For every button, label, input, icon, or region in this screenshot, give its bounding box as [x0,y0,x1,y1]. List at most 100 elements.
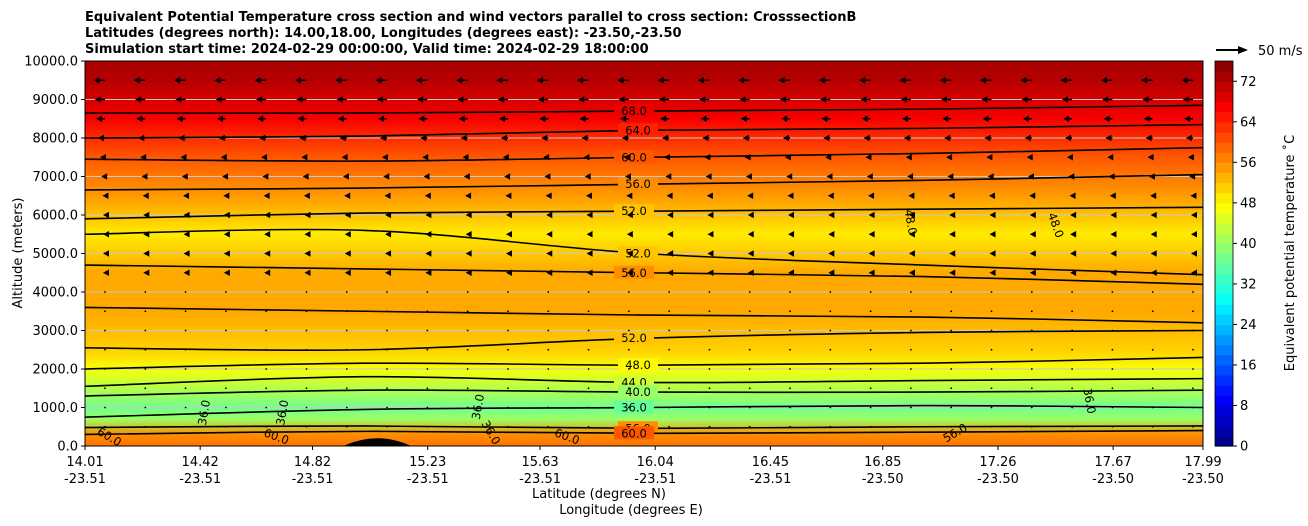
wind-vector-calm [1151,425,1154,428]
wind-vector [465,250,472,257]
wind-vector-calm [184,368,187,370]
wind-vector-head [385,269,392,276]
wind-vector-head [301,154,308,161]
wind-vector-calm [627,406,630,409]
wind-vector-calm [1030,348,1033,351]
wind-vector-head [337,115,344,122]
wind-vector-head [1029,211,1036,219]
wind-vector-head [702,134,709,142]
contour-label-backdrop [614,265,654,279]
wind-vector [304,269,311,276]
wind-vector [174,77,186,84]
y-tick-label: 9000.0 [33,93,79,108]
wind-vector-calm [426,387,429,390]
wind-vector [264,269,271,276]
wind-vector-calm [184,387,187,390]
wind-vector [989,211,996,219]
chart-title-line-1: Equivalent Potential Temperature cross s… [85,10,856,25]
wind-vector-head [1145,134,1152,142]
wind-vector-calm [144,406,147,409]
x-tick-label-latitude: 16.45 [752,455,789,470]
wind-vector-head [1185,134,1192,142]
wind-vector-head [425,269,432,276]
wind-vector-head [384,192,391,199]
wind-vector [1020,77,1032,84]
wind-vector [264,211,271,219]
y-tick-label: 2000.0 [33,363,79,378]
wind-vector-calm [829,425,832,428]
wind-vector-head [947,173,954,180]
colorbar-band [1215,354,1233,366]
wind-vector [143,211,150,219]
wind-vector-calm [1071,387,1074,390]
wind-vector-calm [627,348,630,351]
wind-vector-calm [345,291,348,293]
wind-vector [339,134,347,142]
wind-vector [946,154,953,161]
contour-label: 60.0 [621,426,647,440]
wind-vector-head [939,77,946,84]
wind-vector-calm [587,368,590,370]
wind-vector-head [1063,115,1070,122]
wind-vector-head [424,192,431,199]
wind-vector-head [861,115,868,122]
contour-label-backdrop [614,400,654,414]
wind-vector-calm [708,425,711,428]
wind-vector-head [986,154,993,161]
wind-vector-head [1102,96,1109,103]
wind-vector [183,250,190,257]
colorbar-band [1215,314,1233,326]
wind-vector-head [1061,96,1068,103]
wind-vector-head [742,134,749,142]
wind-vector-calm [507,406,509,409]
wind-vector-calm [950,348,953,351]
y-axis: 0.0 1000.0 2000.0 3000.0 4000.0 5000.0 6000.0 7… [24,55,85,455]
wind-vector [1070,269,1077,276]
wind-vector [1103,115,1113,122]
wind-vector-head [546,250,553,257]
wind-vector [103,269,109,276]
wind-vector-head [465,192,472,199]
x-tick-label-latitude: 14.82 [294,455,331,470]
wind-vector [1029,211,1036,219]
contour-label-backdrop [614,331,654,345]
wind-vector [618,96,629,103]
wind-vector-head [255,96,262,103]
wind-vector [1066,154,1073,161]
wind-vector-head [984,134,991,142]
wind-vector [982,115,992,122]
wind-vector-head [1190,192,1197,199]
wind-vector-head [175,96,182,103]
wind-vector-calm [1192,348,1194,351]
wind-vector [579,115,589,122]
quiver-key: 50 m/s [1216,44,1303,59]
wind-vector-calm [305,387,308,390]
wind-vector [821,115,831,122]
wind-vector-head [136,115,143,122]
wind-vector [868,211,875,219]
wind-vector-head [304,269,311,276]
wind-vector [658,96,670,103]
wind-vector [344,231,351,238]
wind-vector [1150,211,1157,219]
wind-vector-head [254,77,261,84]
wind-vector-head [143,211,150,219]
wind-vector [905,154,912,161]
quiver-key-label: 50 m/s [1258,44,1303,59]
wind-vector-calm [1192,329,1194,332]
wind-vector-head [623,154,630,161]
wind-vector-head [1070,211,1077,219]
wind-vector [142,192,149,199]
wind-vector [700,115,710,122]
wind-vector [181,173,188,180]
wind-vector-calm [1111,310,1114,313]
colorbar-tick-label: 8 [1240,399,1248,414]
wind-vector [176,115,186,122]
wind-vector-calm [345,387,348,390]
x-tick-label-latitude: 16.04 [637,455,674,470]
wind-vector-calm [789,425,791,428]
wind-vector [664,154,671,161]
wind-vector-head [740,115,747,122]
colorbar-band [1215,61,1233,72]
wind-vector [820,96,831,103]
